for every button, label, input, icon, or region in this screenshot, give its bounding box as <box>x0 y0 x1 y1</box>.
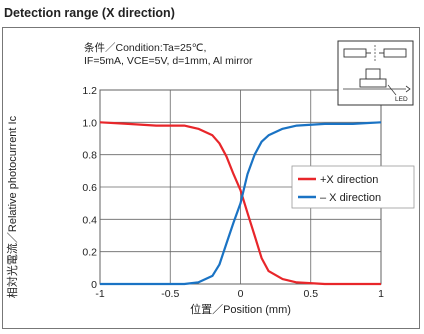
legend-label: +X direction <box>320 174 378 186</box>
condition-line: 条件／Condition:Ta=25℃, <box>84 41 206 54</box>
x-tick-label: 0.5 <box>303 288 318 300</box>
legend-box <box>291 165 415 209</box>
series-line-minus-x <box>100 121 382 286</box>
y-tick-label: 0.8 <box>82 150 97 162</box>
inset-diagram <box>337 40 414 106</box>
inset-x-arrowhead <box>405 85 411 93</box>
condition-line: IF=5mA, VCE=5V, d=1mm, Al mirror <box>84 55 253 67</box>
y-tick-label: 0.4 <box>82 214 97 226</box>
y-tick-label: 0 <box>91 279 97 291</box>
x-tick-label: 0 <box>238 288 244 300</box>
inset-led-pointer <box>387 84 397 96</box>
y-tick-label: 1.2 <box>82 85 97 97</box>
section-title: Detection range (X direction) <box>4 6 175 20</box>
y-tick-label: 0.2 <box>82 247 97 259</box>
legend-label: – X direction <box>320 192 381 204</box>
y-tick-label: 1.0 <box>82 117 97 129</box>
chart-frame <box>2 27 420 329</box>
x-tick-label: -1 <box>95 288 104 300</box>
inset-led-label: LED <box>395 96 408 103</box>
x-tick-label: -0.5 <box>161 288 179 300</box>
x-axis-label: 位置／Position (mm) <box>190 302 291 316</box>
y-tick-label: 0.6 <box>82 182 97 194</box>
inset-sensor-body <box>359 78 387 88</box>
y-axis-label: 相対光電流／Relative photocurrent Ic <box>5 115 19 298</box>
x-tick-label: 1 <box>378 288 384 300</box>
series-line-plus-x <box>99 121 381 286</box>
